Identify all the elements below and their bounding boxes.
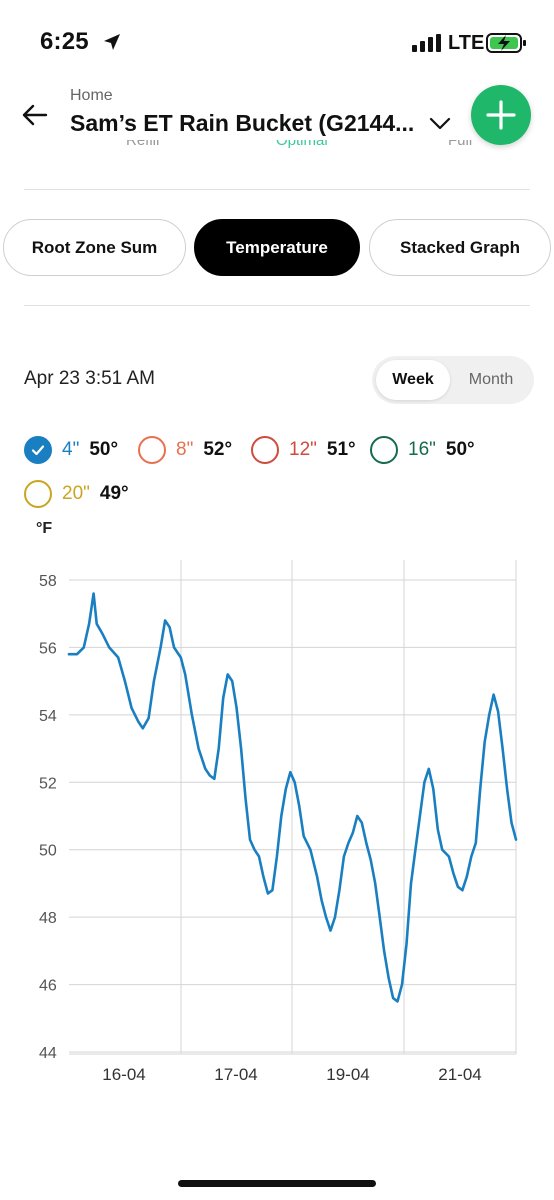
legend-item-8in[interactable]: 8" 52° bbox=[138, 435, 232, 465]
cellular-signal-icon bbox=[412, 34, 441, 52]
selected-date: Apr 23 3:51 AM bbox=[24, 368, 155, 389]
x-tick-label: 21-04 bbox=[438, 1065, 481, 1084]
legend-checkbox[interactable] bbox=[24, 480, 52, 508]
y-axis-unit: °F bbox=[36, 520, 53, 537]
y-tick-label: 58 bbox=[39, 573, 57, 590]
location-arrow-icon bbox=[104, 34, 120, 50]
chart-grid bbox=[69, 560, 517, 1055]
home-indicator[interactable] bbox=[178, 1180, 376, 1187]
range-week-button[interactable]: Week bbox=[376, 360, 450, 400]
y-tick-label: 54 bbox=[39, 708, 57, 725]
legend-item-4in[interactable]: 4" 50° bbox=[24, 435, 118, 465]
x-tick-label: 17-04 bbox=[214, 1065, 257, 1084]
legend-checkbox[interactable] bbox=[251, 436, 279, 464]
legend-depth: 20" bbox=[62, 483, 90, 504]
status-bar: 6:25 LTE bbox=[0, 0, 554, 80]
legend-item-20in[interactable]: 20" 49° bbox=[24, 479, 129, 509]
y-tick-label: 46 bbox=[39, 978, 57, 995]
legend-value: 50° bbox=[89, 439, 119, 460]
divider bbox=[24, 189, 530, 190]
legend-value: 50° bbox=[445, 439, 475, 460]
y-tick-label: 50 bbox=[39, 843, 57, 860]
y-tick-label: 52 bbox=[39, 775, 57, 792]
legend-depth: 8" bbox=[176, 439, 194, 460]
legend-checkbox[interactable] bbox=[24, 436, 52, 464]
y-tick-label: 56 bbox=[39, 640, 57, 657]
legend-checkbox[interactable] bbox=[138, 436, 166, 464]
tab-root-zone-sum[interactable]: Root Zone Sum bbox=[3, 219, 186, 276]
tab-temperature[interactable]: Temperature bbox=[194, 219, 360, 276]
checkmark-icon bbox=[31, 445, 45, 456]
x-tick-label: 16-04 bbox=[102, 1065, 145, 1084]
status-time: 6:25 bbox=[40, 28, 89, 55]
x-axis-ticks: 16-04 17-04 19-04 21-04 bbox=[102, 1065, 481, 1084]
legend-checkbox[interactable] bbox=[370, 436, 398, 464]
battery-charging-icon bbox=[486, 33, 526, 53]
device-title[interactable]: Sam’s ET Rain Bucket (G2144... bbox=[70, 110, 415, 136]
temperature-chart[interactable]: 58 56 54 52 50 48 46 44 16-04 17-04 19-04 21-04 bbox=[0, 550, 554, 1110]
remnant-label: Full bbox=[448, 140, 473, 149]
legend-value: 52° bbox=[203, 439, 233, 460]
legend-value: 49° bbox=[99, 483, 129, 504]
remnant-label: Refill bbox=[126, 140, 160, 149]
add-button[interactable] bbox=[471, 85, 531, 145]
remnant-label: Optimal bbox=[276, 140, 328, 149]
chart-series bbox=[67, 592, 518, 1003]
range-month-button[interactable]: Month bbox=[452, 360, 530, 400]
x-tick-label: 19-04 bbox=[326, 1065, 369, 1084]
range-toggle: Week Month bbox=[372, 356, 534, 404]
y-axis-ticks: 58 56 54 52 50 48 46 44 bbox=[39, 573, 57, 1062]
legend-item-12in[interactable]: 12" 51° bbox=[251, 435, 356, 465]
divider bbox=[24, 305, 530, 306]
y-tick-label: 44 bbox=[39, 1045, 57, 1062]
legend-item-16in[interactable]: 16" 50° bbox=[370, 435, 475, 465]
breadcrumb[interactable]: Home bbox=[70, 87, 113, 104]
tab-stacked-graph[interactable]: Stacked Graph bbox=[369, 219, 551, 276]
y-tick-label: 48 bbox=[39, 910, 57, 927]
scroll-remnant: Refill Optimal Full bbox=[0, 140, 554, 160]
legend-depth: 4" bbox=[62, 439, 80, 460]
network-type: LTE bbox=[448, 32, 485, 54]
series-line bbox=[67, 592, 518, 1003]
legend-depth: 16" bbox=[408, 439, 436, 460]
back-arrow-icon[interactable] bbox=[20, 100, 50, 130]
chevron-down-icon[interactable] bbox=[428, 113, 452, 133]
legend-value: 51° bbox=[326, 439, 356, 460]
legend-depth: 12" bbox=[289, 439, 317, 460]
plus-icon bbox=[486, 100, 516, 130]
